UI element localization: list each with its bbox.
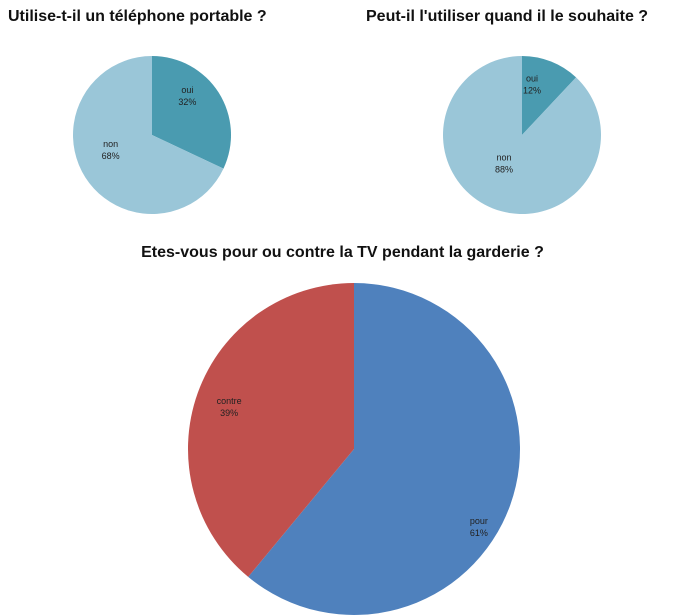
slice-oui-permission-value-label: 12% xyxy=(523,86,541,96)
slice-pour-tv-label: pour xyxy=(470,516,488,526)
chart-title-phone-permission: Peut-il l'utiliser quand il le souhaite … xyxy=(366,8,649,25)
slice-oui-phone-label: oui xyxy=(181,85,193,95)
chart-title-phone-use: Utilise-t-il un téléphone portable ? xyxy=(8,8,267,25)
slice-oui-phone-value-label: 32% xyxy=(178,97,196,107)
slice-oui-phone xyxy=(152,56,232,169)
slice-non-phone-value-label: 68% xyxy=(102,151,120,161)
slice-non-permission-value-label: 88% xyxy=(495,165,513,175)
slice-contre-tv-label: contre xyxy=(217,396,242,406)
slice-non-permission-label: non xyxy=(496,153,511,163)
slice-non-permission xyxy=(443,56,602,214)
slice-non-phone xyxy=(73,56,224,214)
slice-pour-tv-value-label: 61% xyxy=(470,528,488,538)
slice-oui-permission xyxy=(522,56,577,135)
slice-pour-tv xyxy=(248,283,520,615)
slice-non-phone-label: non xyxy=(103,139,118,149)
slice-contre-tv-value-label: 39% xyxy=(220,408,238,418)
chart-title-tv-opinion: Etes-vous pour ou contre la TV pendant l… xyxy=(141,244,544,261)
slice-contre-tv xyxy=(187,283,354,577)
slice-oui-permission-label: oui xyxy=(526,74,538,84)
